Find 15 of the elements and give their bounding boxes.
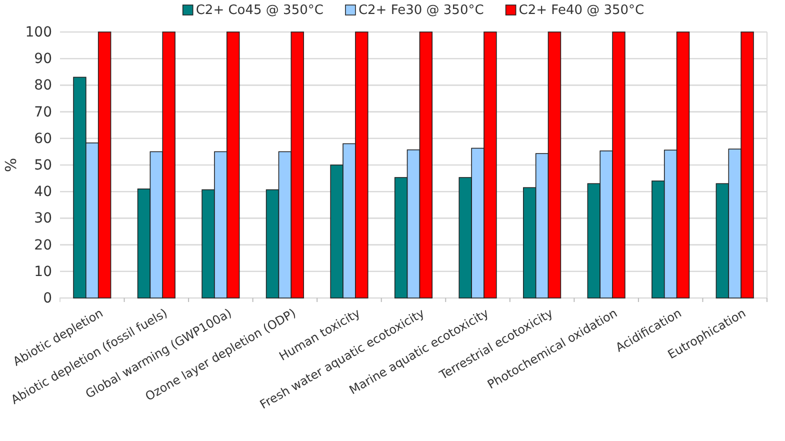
y-tick-label: 90 — [34, 51, 52, 68]
legend-label: C2+ Fe40 @ 350°C — [518, 3, 644, 18]
y-tick-label: 40 — [34, 184, 52, 200]
y-tick-label: 60 — [34, 130, 52, 147]
y-tick-label: 80 — [34, 78, 52, 94]
y-tick-label: 10 — [34, 264, 52, 280]
y-tick-label: 70 — [34, 104, 52, 120]
y-axis-title: % — [2, 158, 20, 172]
y-tick-label: 0 — [43, 290, 52, 306]
y-tick-label: 30 — [34, 210, 52, 227]
y-tick-label: 50 — [34, 157, 52, 174]
legend-label: C2+ Co45 @ 350°C — [196, 3, 324, 18]
y-tick-label: 100 — [25, 24, 52, 40]
y-tick-label: 20 — [34, 237, 52, 254]
legend-label: C2+ Fe30 @ 350°C — [358, 3, 484, 18]
